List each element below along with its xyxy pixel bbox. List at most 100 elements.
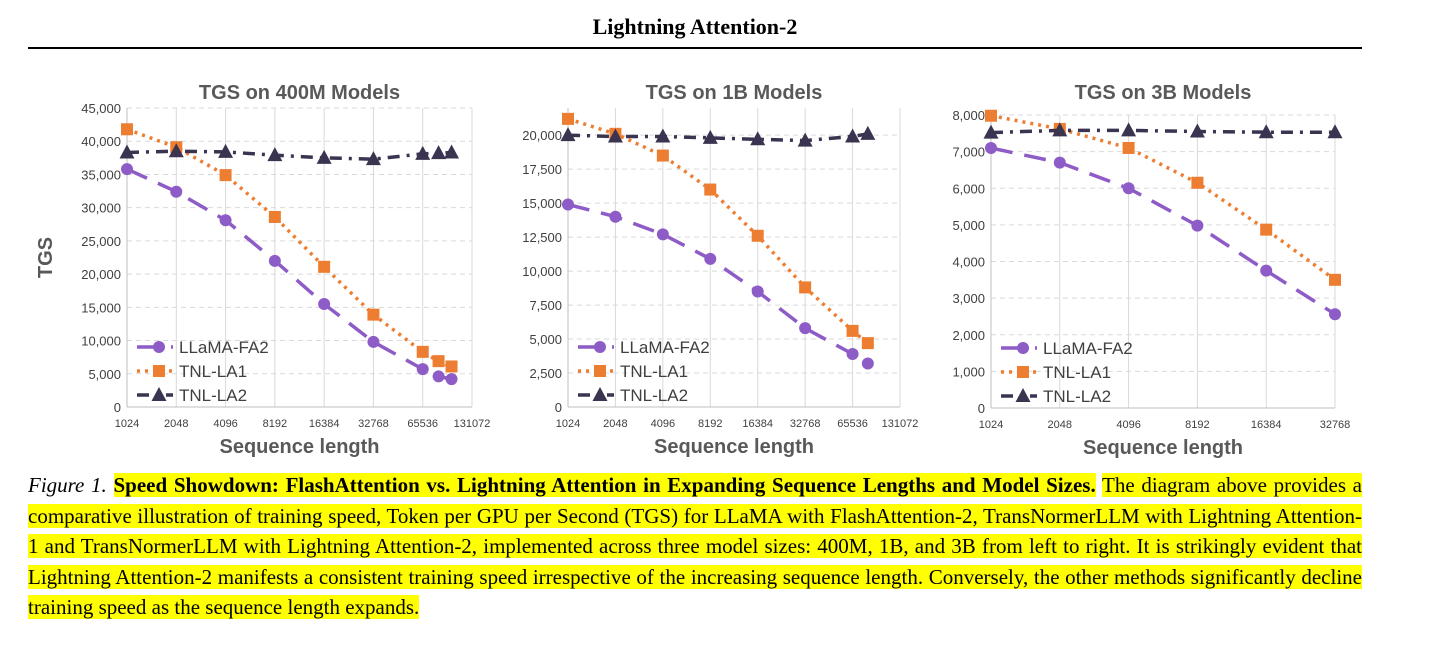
- legend-item: LLaMA-FA2: [578, 338, 710, 357]
- data-point: [751, 285, 764, 298]
- series-line: [990, 113, 1337, 282]
- legend-label: LLaMA-FA2: [620, 338, 710, 357]
- series-llama-fa2: [562, 198, 874, 370]
- x-tick-label: 16384: [1251, 419, 1282, 431]
- y-tick-label: 12,500: [522, 230, 562, 245]
- x-tick-label: 1024: [979, 419, 1003, 431]
- series-line: [567, 202, 869, 365]
- data-point: [985, 141, 997, 154]
- x-tick-label: 65536: [407, 418, 438, 430]
- data-point: [432, 370, 445, 383]
- series-line: [126, 127, 453, 369]
- x-axis-label: Sequence length: [219, 436, 379, 458]
- series-line: [990, 146, 1336, 316]
- series-llama-fa2: [121, 163, 458, 386]
- y-tick-label: 2,500: [529, 366, 562, 381]
- x-tick-label: 4096: [213, 418, 237, 430]
- x-tick-label: 4096: [651, 418, 675, 430]
- legend-marker: [594, 365, 606, 377]
- y-axis-label: TGS: [35, 237, 57, 278]
- legend-marker: [594, 341, 606, 353]
- legend-label: LLaMA-FA2: [1043, 339, 1133, 358]
- series-tnl-la2: [560, 125, 876, 147]
- data-point: [268, 254, 281, 267]
- x-tick-label: 32768: [358, 418, 389, 430]
- legend-marker: [153, 365, 165, 377]
- series-line: [990, 128, 1335, 135]
- x-tick-label: 2048: [603, 418, 627, 430]
- data-point: [1122, 182, 1135, 195]
- data-point: [799, 281, 812, 294]
- y-tick-label: 0: [978, 401, 985, 416]
- data-point: [983, 124, 999, 139]
- data-point: [1053, 156, 1066, 169]
- y-tick-label: 7,000: [952, 145, 985, 160]
- data-point: [1191, 219, 1204, 232]
- chart-title: TGS on 400M Models: [199, 82, 400, 104]
- data-point: [797, 132, 813, 147]
- data-point: [444, 144, 460, 159]
- legend-item: TNL-LA2: [137, 386, 247, 405]
- data-point: [704, 252, 717, 265]
- y-tick-label: 25,000: [81, 234, 121, 249]
- data-point: [1121, 122, 1137, 137]
- data-point: [861, 357, 874, 370]
- data-point: [562, 112, 574, 125]
- data-point: [1189, 123, 1205, 138]
- series-line: [126, 149, 452, 161]
- x-tick-label: 32768: [1320, 419, 1351, 431]
- data-point: [1191, 176, 1204, 189]
- data-point: [562, 198, 574, 211]
- chart-400m: TGS on 400M Models 0 5,000 10,000 15,000 20,0…: [35, 82, 490, 458]
- series-tnl-la2: [983, 122, 1343, 139]
- data-point: [318, 260, 331, 273]
- data-point: [860, 125, 876, 140]
- data-point: [431, 145, 447, 160]
- series-tnl-la1: [985, 109, 1341, 286]
- x-tick-label: 4096: [1116, 419, 1140, 431]
- y-tick-label: 5,000: [529, 332, 562, 347]
- data-point: [1258, 124, 1274, 139]
- x-axis-label: Sequence length: [1083, 437, 1243, 459]
- chart-1b: TGS on 1B Models 0 2,500 5,000 7,500 10,000 12…: [522, 82, 918, 458]
- data-point: [656, 228, 669, 241]
- data-point: [121, 163, 133, 176]
- chart-title: TGS on 3B Models: [1075, 82, 1252, 104]
- data-point: [799, 322, 812, 335]
- data-point: [168, 143, 184, 158]
- data-point: [316, 149, 332, 164]
- y-tick-label: 5,000: [952, 218, 985, 233]
- legend-item: TNL-LA2: [578, 386, 688, 405]
- data-point: [704, 183, 717, 196]
- series-line: [567, 132, 869, 143]
- y-tick-label: 15,000: [81, 300, 121, 315]
- data-point: [267, 147, 283, 162]
- x-tick-label: 8192: [263, 418, 287, 430]
- y-tick-label: 20,000: [81, 267, 121, 282]
- data-point: [415, 145, 431, 160]
- data-point: [445, 360, 458, 373]
- page-header-title: Lightning Attention-2: [592, 14, 798, 39]
- data-point: [445, 373, 458, 386]
- series-tnl-la1: [121, 123, 458, 373]
- y-tick-label: 3,000: [952, 291, 985, 306]
- data-point: [170, 185, 183, 198]
- y-tick-label: 6,000: [952, 181, 985, 196]
- y-tick-label: 5,000: [88, 367, 121, 382]
- legend-marker: [1017, 342, 1029, 354]
- legend-label: LLaMA-FA2: [179, 338, 269, 357]
- legend-item: TNL-LA1: [578, 362, 688, 381]
- legend-label: TNL-LA1: [1043, 363, 1111, 382]
- data-point: [367, 308, 380, 321]
- y-tick-label: 30,000: [81, 201, 121, 216]
- header-rule: [28, 47, 1362, 49]
- y-tick-label: 4,000: [952, 255, 985, 270]
- y-tick-label: 1,000: [952, 364, 985, 379]
- y-tick-label: 2,000: [952, 328, 985, 343]
- series-line: [567, 117, 869, 345]
- data-point: [861, 337, 874, 350]
- y-tick-label: 40,000: [81, 134, 121, 149]
- data-point: [656, 149, 669, 162]
- data-point: [367, 335, 380, 348]
- data-point: [750, 131, 766, 146]
